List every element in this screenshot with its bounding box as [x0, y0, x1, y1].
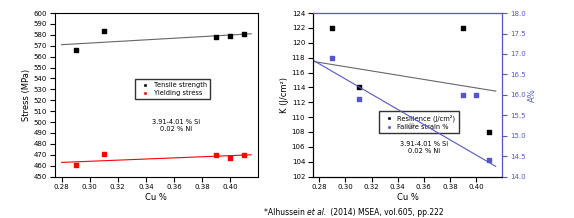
Point — [471, 93, 480, 97]
Text: (2014) MSEA, vol.605, pp.222: (2014) MSEA, vol.605, pp.222 — [328, 208, 444, 217]
Point — [99, 152, 108, 155]
Point — [226, 156, 235, 160]
X-axis label: Cu %: Cu % — [397, 193, 418, 202]
Point — [212, 153, 221, 157]
Point — [99, 29, 108, 32]
Point — [240, 153, 249, 157]
Point — [406, 123, 416, 126]
Text: *Alhussein: *Alhussein — [264, 208, 307, 217]
Text: 3.91-4.01 % Si
0.02 % Ni: 3.91-4.01 % Si 0.02 % Ni — [400, 141, 448, 154]
Point — [212, 35, 221, 39]
Point — [459, 93, 468, 97]
Point — [354, 97, 363, 101]
Y-axis label: A%: A% — [529, 88, 537, 102]
Point — [328, 56, 337, 60]
Legend: Resilience (J/cm²), Failure strain %: Resilience (J/cm²), Failure strain % — [379, 111, 459, 133]
Point — [354, 86, 363, 89]
Text: 3.91-4.01 % Si
0.02 % Ni: 3.91-4.01 % Si 0.02 % Ni — [152, 119, 200, 132]
Y-axis label: K (J/cm²): K (J/cm²) — [280, 77, 289, 113]
Point — [240, 32, 249, 36]
Text: et al.: et al. — [307, 208, 327, 217]
Y-axis label: Stress (MPa): Stress (MPa) — [22, 69, 30, 121]
Point — [484, 130, 494, 134]
Legend: Tensile strength, Yielding stress: Tensile strength, Yielding stress — [135, 78, 211, 99]
Point — [226, 34, 235, 38]
Point — [328, 26, 337, 30]
Point — [71, 48, 80, 52]
Point — [71, 163, 80, 166]
X-axis label: Cu %: Cu % — [145, 193, 168, 202]
Point — [459, 26, 468, 30]
Point — [484, 158, 494, 162]
